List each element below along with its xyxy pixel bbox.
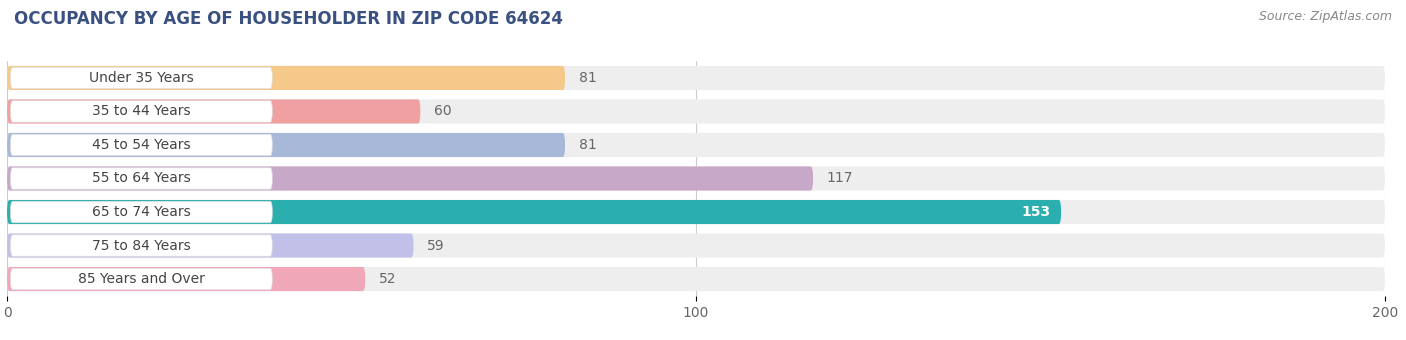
Text: 60: 60: [434, 104, 451, 118]
Text: 35 to 44 Years: 35 to 44 Years: [91, 104, 191, 118]
Text: Under 35 Years: Under 35 Years: [89, 71, 194, 85]
Text: 52: 52: [380, 272, 396, 286]
FancyBboxPatch shape: [10, 67, 273, 89]
FancyBboxPatch shape: [10, 268, 273, 290]
FancyBboxPatch shape: [7, 66, 565, 90]
FancyBboxPatch shape: [7, 66, 1385, 90]
FancyBboxPatch shape: [7, 167, 1385, 190]
FancyBboxPatch shape: [10, 101, 273, 122]
FancyBboxPatch shape: [7, 99, 1385, 123]
FancyBboxPatch shape: [7, 234, 413, 258]
FancyBboxPatch shape: [7, 200, 1062, 224]
FancyBboxPatch shape: [7, 99, 420, 123]
Text: 81: 81: [579, 71, 596, 85]
FancyBboxPatch shape: [7, 133, 1385, 157]
FancyBboxPatch shape: [7, 267, 1385, 291]
Text: 59: 59: [427, 239, 444, 253]
Text: 55 to 64 Years: 55 to 64 Years: [91, 171, 191, 186]
FancyBboxPatch shape: [7, 200, 1385, 224]
FancyBboxPatch shape: [7, 267, 366, 291]
Text: 117: 117: [827, 171, 853, 186]
Text: 75 to 84 Years: 75 to 84 Years: [91, 239, 191, 253]
Text: 153: 153: [1022, 205, 1050, 219]
FancyBboxPatch shape: [7, 234, 1385, 258]
FancyBboxPatch shape: [10, 134, 273, 156]
Text: 81: 81: [579, 138, 596, 152]
Text: OCCUPANCY BY AGE OF HOUSEHOLDER IN ZIP CODE 64624: OCCUPANCY BY AGE OF HOUSEHOLDER IN ZIP C…: [14, 10, 562, 28]
FancyBboxPatch shape: [7, 167, 813, 190]
FancyBboxPatch shape: [7, 133, 565, 157]
FancyBboxPatch shape: [10, 201, 273, 223]
Text: 65 to 74 Years: 65 to 74 Years: [91, 205, 191, 219]
Text: Source: ZipAtlas.com: Source: ZipAtlas.com: [1258, 10, 1392, 23]
FancyBboxPatch shape: [10, 168, 273, 189]
FancyBboxPatch shape: [10, 235, 273, 256]
Text: 45 to 54 Years: 45 to 54 Years: [91, 138, 191, 152]
Text: 85 Years and Over: 85 Years and Over: [77, 272, 205, 286]
